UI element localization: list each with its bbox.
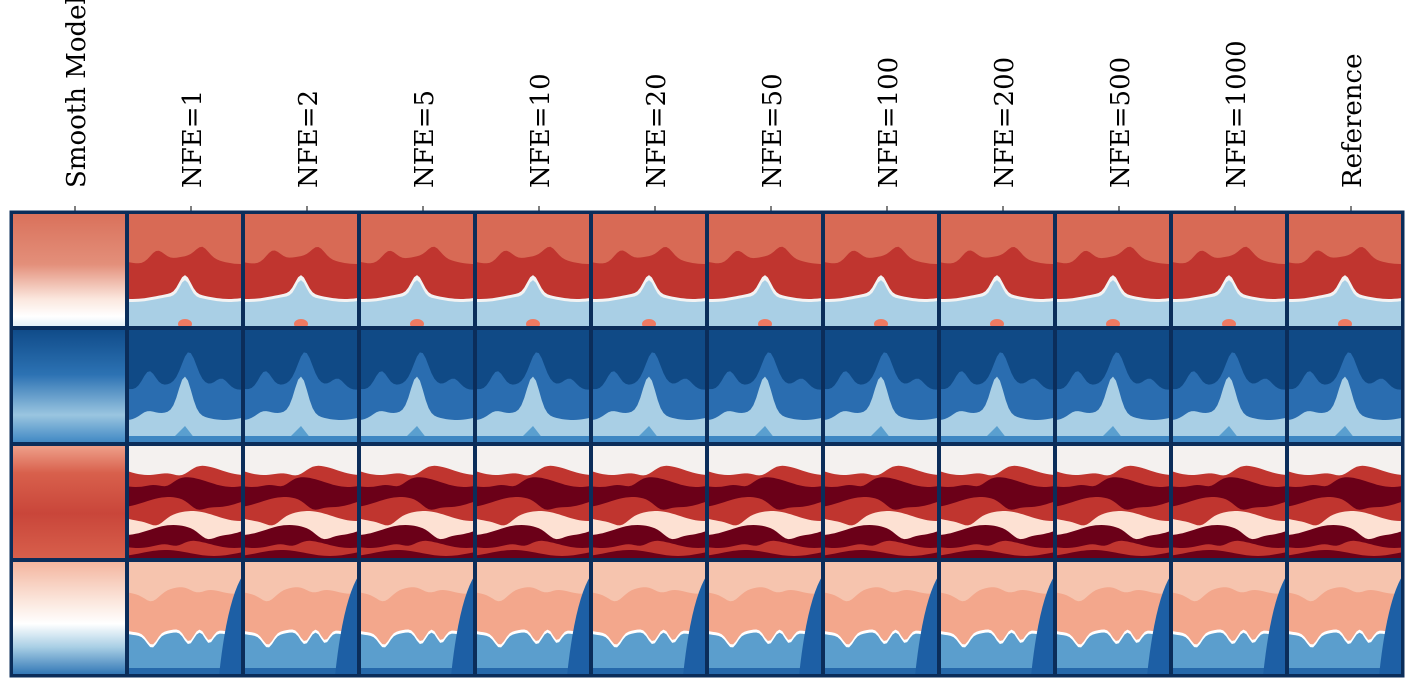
image-cell [707, 212, 823, 328]
image-cell [1287, 560, 1403, 676]
column-labels: Smooth Model NFE=1 NFE=2 NFE=5 NFE=10 NFE=20 N… [62, 0, 1368, 212]
cell-border [1171, 444, 1287, 560]
column-label: NFE=1000 [1222, 40, 1252, 188]
image-cell [475, 212, 591, 328]
column-label: NFE=50 [758, 73, 788, 188]
cell-border [1171, 328, 1287, 444]
cell-border [591, 444, 707, 560]
image-cell [1171, 444, 1287, 560]
cell-border [243, 328, 359, 444]
image-cell [823, 328, 939, 444]
cell-border [475, 328, 591, 444]
image-cell [1287, 328, 1403, 444]
image-cell [359, 444, 475, 560]
column-label: NFE=2 [294, 90, 324, 188]
image-cell [591, 328, 707, 444]
image-cell [1287, 212, 1403, 328]
image-cell [1055, 444, 1171, 560]
image-cell [1055, 328, 1171, 444]
cell-border [823, 444, 939, 560]
cell-border [127, 328, 243, 444]
image-cell [939, 328, 1055, 444]
column-label: NFE=100 [874, 57, 904, 188]
image-cell [707, 560, 823, 676]
image-cell [939, 444, 1055, 560]
image-cell [1055, 560, 1171, 676]
cell-border [591, 328, 707, 444]
image-cell [127, 212, 243, 328]
image-cell [475, 328, 591, 444]
cell-border [707, 444, 823, 560]
image-cell [127, 560, 243, 676]
image-cell [1171, 328, 1287, 444]
grid-frame [9, 210, 1405, 678]
column-label: NFE=5 [410, 90, 440, 188]
cell-border [127, 444, 243, 560]
cell-border [359, 444, 475, 560]
image-cell [1287, 444, 1403, 560]
image-grid [9, 210, 1405, 678]
image-cell [11, 212, 127, 328]
image-cell [127, 328, 243, 444]
smooth-model-image [11, 444, 127, 560]
cell-border [939, 444, 1055, 560]
image-cell [939, 560, 1055, 676]
cell-border [359, 328, 475, 444]
column-label: Reference [1338, 54, 1368, 188]
column-label: NFE=10 [526, 73, 556, 188]
image-cell [243, 444, 359, 560]
image-cell [243, 212, 359, 328]
image-cell [11, 328, 127, 444]
image-cell [591, 444, 707, 560]
image-cell [243, 328, 359, 444]
cell-border [475, 444, 591, 560]
column-label: NFE=20 [642, 73, 672, 188]
image-cell [1171, 560, 1287, 676]
image-cell [475, 560, 591, 676]
smooth-model-image [11, 328, 127, 444]
image-cell [707, 328, 823, 444]
cell-border [823, 328, 939, 444]
image-cell [127, 444, 243, 560]
image-cell [591, 212, 707, 328]
image-cell [707, 444, 823, 560]
image-cell [1055, 212, 1171, 328]
image-cell [359, 328, 475, 444]
image-cell [939, 212, 1055, 328]
image-cell [243, 560, 359, 676]
image-cell [475, 444, 591, 560]
image-cell [11, 444, 127, 560]
cell-border [1055, 444, 1171, 560]
column-label: Smooth Model [62, 0, 92, 188]
image-cell [591, 560, 707, 676]
image-cell [11, 560, 127, 676]
image-cell [359, 560, 475, 676]
column-label: NFE=200 [990, 57, 1020, 188]
image-cell [823, 560, 939, 676]
column-label: NFE=1 [178, 90, 208, 188]
image-cell [1171, 212, 1287, 328]
image-cell [823, 444, 939, 560]
cell-border [707, 328, 823, 444]
image-cell [359, 212, 475, 328]
column-label: NFE=500 [1106, 57, 1136, 188]
cell-border [939, 328, 1055, 444]
image-cell [823, 212, 939, 328]
cell-border [1055, 328, 1171, 444]
smooth-model-image [11, 560, 127, 676]
smooth-model-image [11, 212, 127, 328]
cell-border [243, 444, 359, 560]
